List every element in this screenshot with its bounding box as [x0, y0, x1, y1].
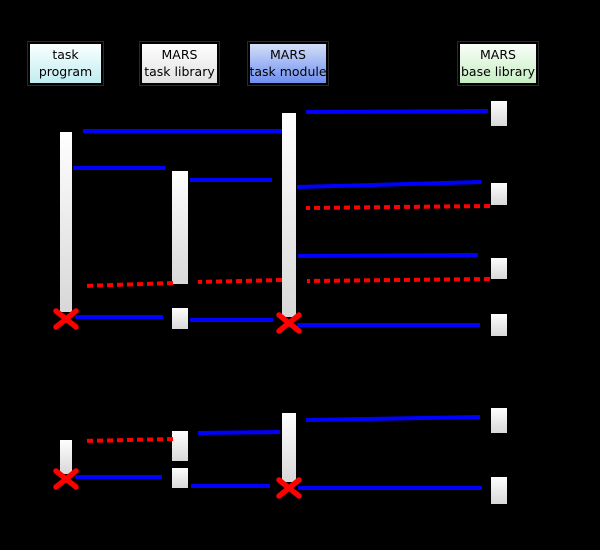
destroy-marks-layer [53, 308, 302, 499]
call-arrow [296, 180, 482, 189]
participant-label-line: task [52, 47, 79, 63]
activation-bar-mars-base-library [489, 406, 509, 435]
participant-mars-base-library: MARS base library [457, 41, 539, 86]
return-arrow [305, 204, 491, 210]
participant-label-line: MARS [161, 47, 198, 63]
destroy-x-icon [276, 477, 302, 499]
activation-bar-mars-base-library [489, 312, 509, 338]
participant-label-line: task module [249, 63, 327, 79]
activation-bar-mars-task-library [170, 466, 190, 490]
participant-mars-task-library: MARS task library [139, 41, 220, 86]
participant-label-line: program [38, 63, 93, 79]
call-arrow [297, 253, 479, 258]
return-arrow [82, 281, 174, 288]
call-arrow [197, 430, 281, 435]
destroy-x-icon [276, 312, 302, 334]
activation-bar-mars-task-library [170, 429, 190, 463]
activation-bars-layer [58, 99, 509, 506]
participant-label-line: base library [461, 63, 535, 79]
return-arrow [82, 437, 174, 443]
call-arrow [305, 415, 481, 422]
participant-label-line: MARS [270, 47, 306, 63]
activation-bar-mars-base-library [489, 181, 509, 207]
messages-layer [73, 109, 491, 490]
activation-bar-mars-task-library [170, 306, 190, 331]
activation-bar-mars-base-library [489, 475, 509, 506]
destroy-x-icon [53, 308, 79, 330]
activation-bar-mars-task-library [170, 169, 190, 286]
participant-task-program: task program [27, 41, 104, 86]
activation-bar-mars-task-module [280, 411, 298, 484]
destroy-x-icon [53, 468, 79, 490]
activation-bar-task-program [58, 438, 74, 476]
participant-label-line: task library [144, 63, 215, 79]
activation-bar-task-program [58, 130, 74, 314]
call-arrow [305, 109, 489, 114]
activation-bar-mars-base-library [489, 256, 509, 281]
participant-label-line: MARS [480, 47, 516, 63]
return-arrow [197, 278, 283, 284]
activation-bar-mars-base-library [489, 99, 509, 128]
activation-bar-mars-task-module [280, 111, 298, 319]
participant-mars-task-module: MARS task module [247, 41, 329, 86]
return-arrow [306, 277, 491, 283]
